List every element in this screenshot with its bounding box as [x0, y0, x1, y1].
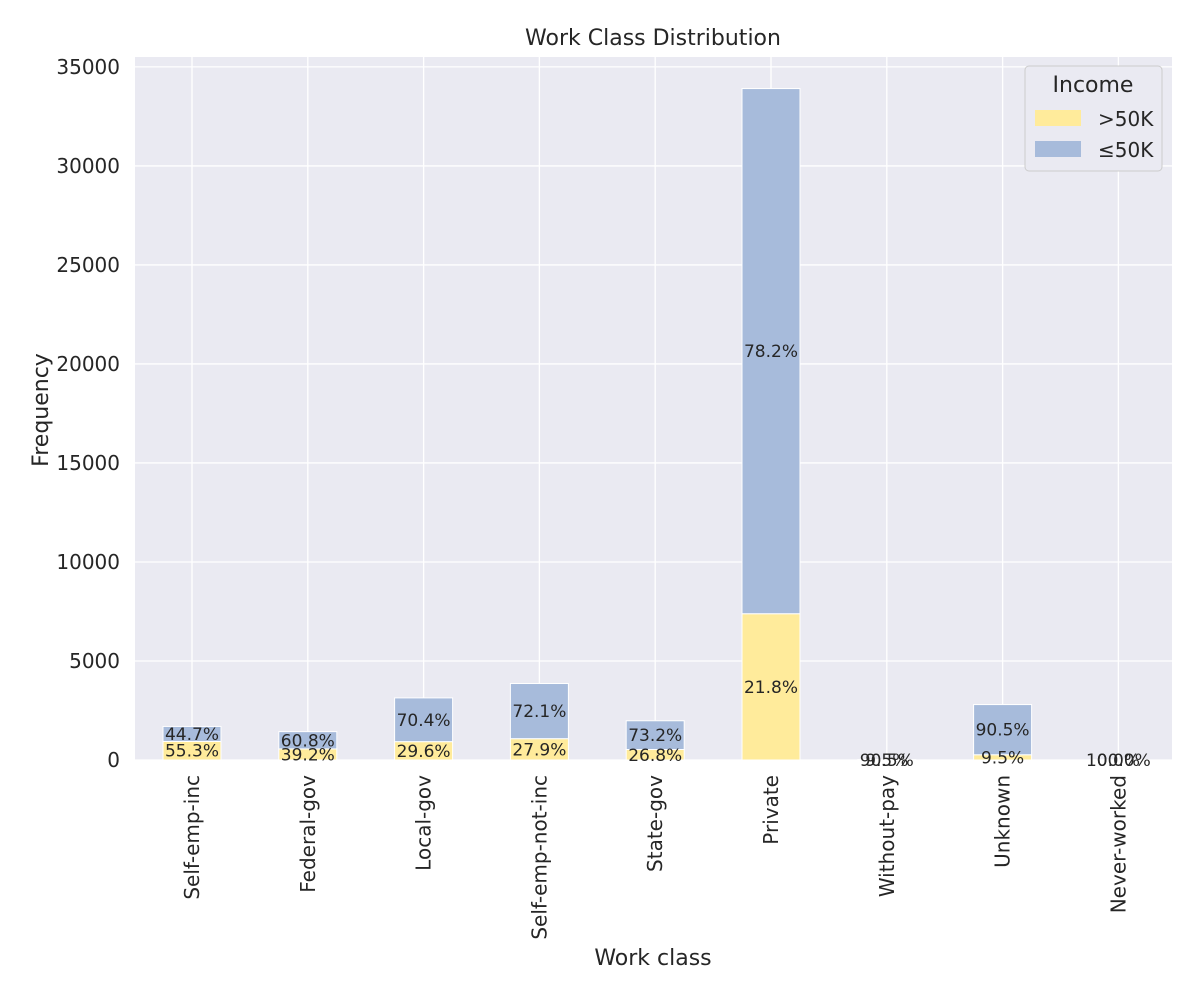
bar-labels: 55.3%44.7% 39.2%60.8% 29.6% 70.4% 27.9% 72.1%… — [165, 342, 1151, 771]
x-tick-label: Self-emp-inc — [180, 775, 204, 900]
bar-label-local-gov-le50k: 70.4% — [397, 711, 451, 731]
bar-federal-gov-le50k — [278, 731, 338, 750]
legend-label-le50k: ≤50K — [1098, 138, 1154, 162]
chart-title: Work Class Distribution — [525, 26, 781, 51]
bar-label-private-le50k: 78.2% — [744, 342, 798, 362]
bar-label-self-emp-inc-gt50k: 55.3% — [165, 742, 219, 762]
x-tick-label: Never-worked — [1106, 775, 1130, 913]
bar-label-self-emp-inc-le50k: 44.7% — [165, 725, 219, 745]
legend: Income >50K ≤50K — [1024, 65, 1163, 172]
x-tick-label: State-gov — [643, 775, 667, 872]
bar-private-le50k — [741, 88, 801, 615]
bar-local-gov-le50k — [394, 697, 454, 743]
x-tick-label: Without-pay — [875, 775, 899, 897]
bar-label-never-worked-le50k: 100.0% — [1086, 751, 1151, 771]
bar-state-gov-le50k — [625, 720, 685, 751]
legend-swatch-gt50k — [1035, 110, 1081, 126]
bar-label-federal-gov-le50k: 60.8% — [281, 731, 335, 751]
bar-label-local-gov-gt50k: 29.6% — [397, 742, 451, 762]
y-tick-label: 10000 — [56, 550, 120, 574]
y-tick-label: 25000 — [56, 253, 120, 277]
plot-background — [135, 57, 1172, 760]
bar-unknown-le50k — [973, 704, 1033, 756]
bar-label-state-gov-le50k: 73.2% — [628, 726, 682, 746]
bar-label-unknown-gt50k: 9.5% — [981, 748, 1024, 768]
legend-label-gt50k: >50K — [1098, 107, 1154, 131]
bar-label-without-pay-gt50k: 9.5% — [865, 751, 908, 771]
x-axis-label: Work class — [594, 946, 711, 971]
bar-label-self-emp-not-inc-le50k: 72.1% — [512, 702, 566, 722]
y-tick-label: 5000 — [69, 649, 120, 673]
bar-self-emp-inc-le50k — [162, 725, 222, 742]
bar-label-private-gt50k: 21.8% — [744, 678, 798, 698]
y-tick-label: 30000 — [56, 154, 120, 178]
legend-swatch-le50k — [1035, 141, 1081, 157]
bar-self-emp-not-inc-le50k — [509, 683, 569, 740]
bar-label-never-worked-gt50k: 0.0% — [1097, 751, 1140, 771]
bar-label-without-pay-le50k: 90.5% — [860, 751, 914, 771]
bar-label-self-emp-not-inc-gt50k: 27.9% — [512, 740, 566, 760]
y-tick-label: 0 — [107, 748, 120, 772]
legend-title: Income — [1053, 73, 1134, 98]
bar-label-state-gov-gt50k: 26.8% — [628, 746, 682, 766]
y-tick-label: 15000 — [56, 451, 120, 475]
x-tick-label: Federal-gov — [296, 775, 320, 893]
bars — [162, 88, 1148, 761]
bar-private-gt50k — [741, 613, 801, 761]
x-tick-label: Private — [759, 775, 783, 845]
x-tick-label: Self-emp-not-inc — [527, 775, 551, 940]
y-tick-label: 20000 — [56, 352, 120, 376]
bar-label-unknown-le50k: 90.5% — [976, 721, 1030, 741]
x-axis-ticks: Self-emp-inc Federal-gov Local-gov Self-emp… — [180, 775, 1130, 940]
y-axis-ticks: 0 5000 10000 15000 20000 25000 30000 35000 — [56, 55, 120, 772]
bar-label-federal-gov-gt50k: 39.2% — [281, 745, 335, 765]
y-axis-label: Frequency — [29, 353, 54, 467]
x-tick-label: Unknown — [991, 775, 1015, 868]
y-tick-label: 35000 — [56, 55, 120, 79]
x-tick-label: Local-gov — [412, 775, 436, 871]
